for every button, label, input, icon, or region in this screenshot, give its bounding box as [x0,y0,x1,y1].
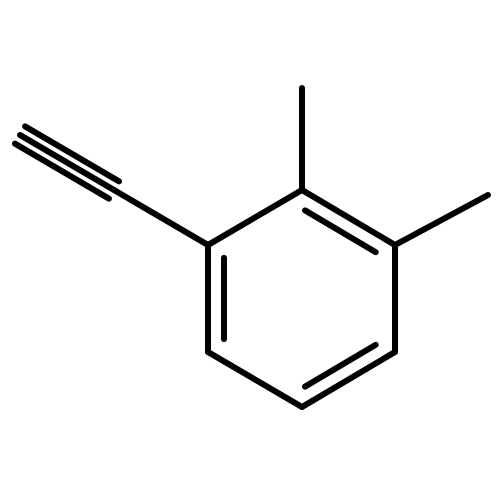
bond-5-0 [208,190,302,245]
bond-0-1-inner [305,210,376,252]
molecule-diagram [0,0,500,500]
bond-5-8 [114,190,208,245]
bond-3-4 [208,352,302,407]
bond-2-3-inner [305,345,376,387]
bond-1-7 [395,195,488,245]
bond-8-9 [20,135,114,190]
bond-8-9-l [15,144,109,199]
bond-8-9-u [25,126,119,181]
